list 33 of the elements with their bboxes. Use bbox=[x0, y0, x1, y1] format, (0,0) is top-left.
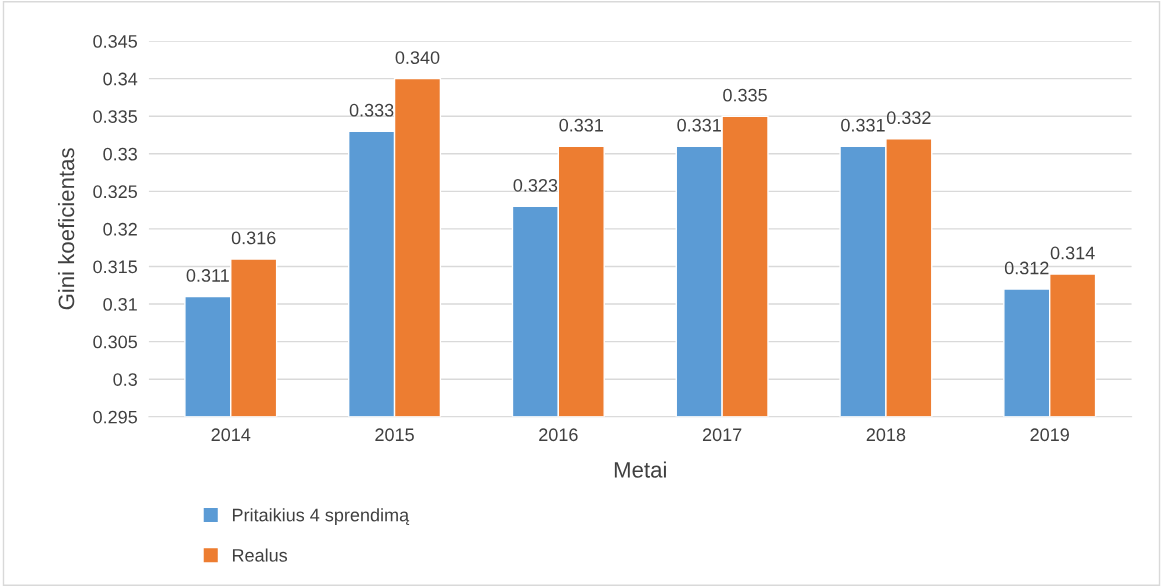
y-axis-title: Gini koeficientas bbox=[57, 148, 75, 310]
y-tick-label: 0.345 bbox=[93, 35, 137, 48]
data-label: 0.340 bbox=[395, 51, 440, 64]
data-label: 0.331 bbox=[677, 118, 721, 132]
y-tick-label: 0.33 bbox=[103, 147, 137, 161]
y-tick-label: 0.295 bbox=[93, 410, 137, 424]
y-tick-label: 0.325 bbox=[93, 185, 137, 199]
data-label: 0.312 bbox=[1004, 261, 1049, 275]
data-label: 0.333 bbox=[349, 103, 394, 117]
x-axis-title: Metai bbox=[614, 461, 666, 478]
x-tick-label: 2015 bbox=[375, 428, 414, 442]
y-tick-label: 0.34 bbox=[103, 72, 138, 86]
x-tick-label: 2016 bbox=[539, 428, 578, 442]
x-tick-label: 2018 bbox=[866, 428, 906, 442]
data-label: 0.311 bbox=[186, 269, 229, 282]
data-label: 0.331 bbox=[559, 118, 603, 132]
y-tick-label: 0.3 bbox=[113, 373, 137, 386]
x-tick-label: 2014 bbox=[211, 428, 251, 442]
legend-label: Realus bbox=[232, 548, 288, 562]
data-label: 0.331 bbox=[841, 118, 885, 132]
y-tick-label: 0.335 bbox=[93, 110, 137, 123]
y-tick-label: 0.32 bbox=[103, 222, 137, 236]
data-label: 0.314 bbox=[1050, 246, 1095, 260]
data-label: 0.332 bbox=[886, 111, 931, 125]
legend-label: Pritaikius 4 sprendimą bbox=[232, 508, 410, 525]
y-tick-label: 0.31 bbox=[103, 298, 137, 311]
data-label: 0.316 bbox=[231, 231, 276, 245]
x-tick-label: 2017 bbox=[702, 428, 742, 442]
data-label: 0.335 bbox=[723, 88, 767, 102]
x-tick-label: 2019 bbox=[1030, 428, 1069, 442]
y-tick-label: 0.305 bbox=[93, 335, 137, 349]
data-label: 0.323 bbox=[513, 178, 558, 192]
y-tick-label: 0.315 bbox=[93, 260, 137, 274]
